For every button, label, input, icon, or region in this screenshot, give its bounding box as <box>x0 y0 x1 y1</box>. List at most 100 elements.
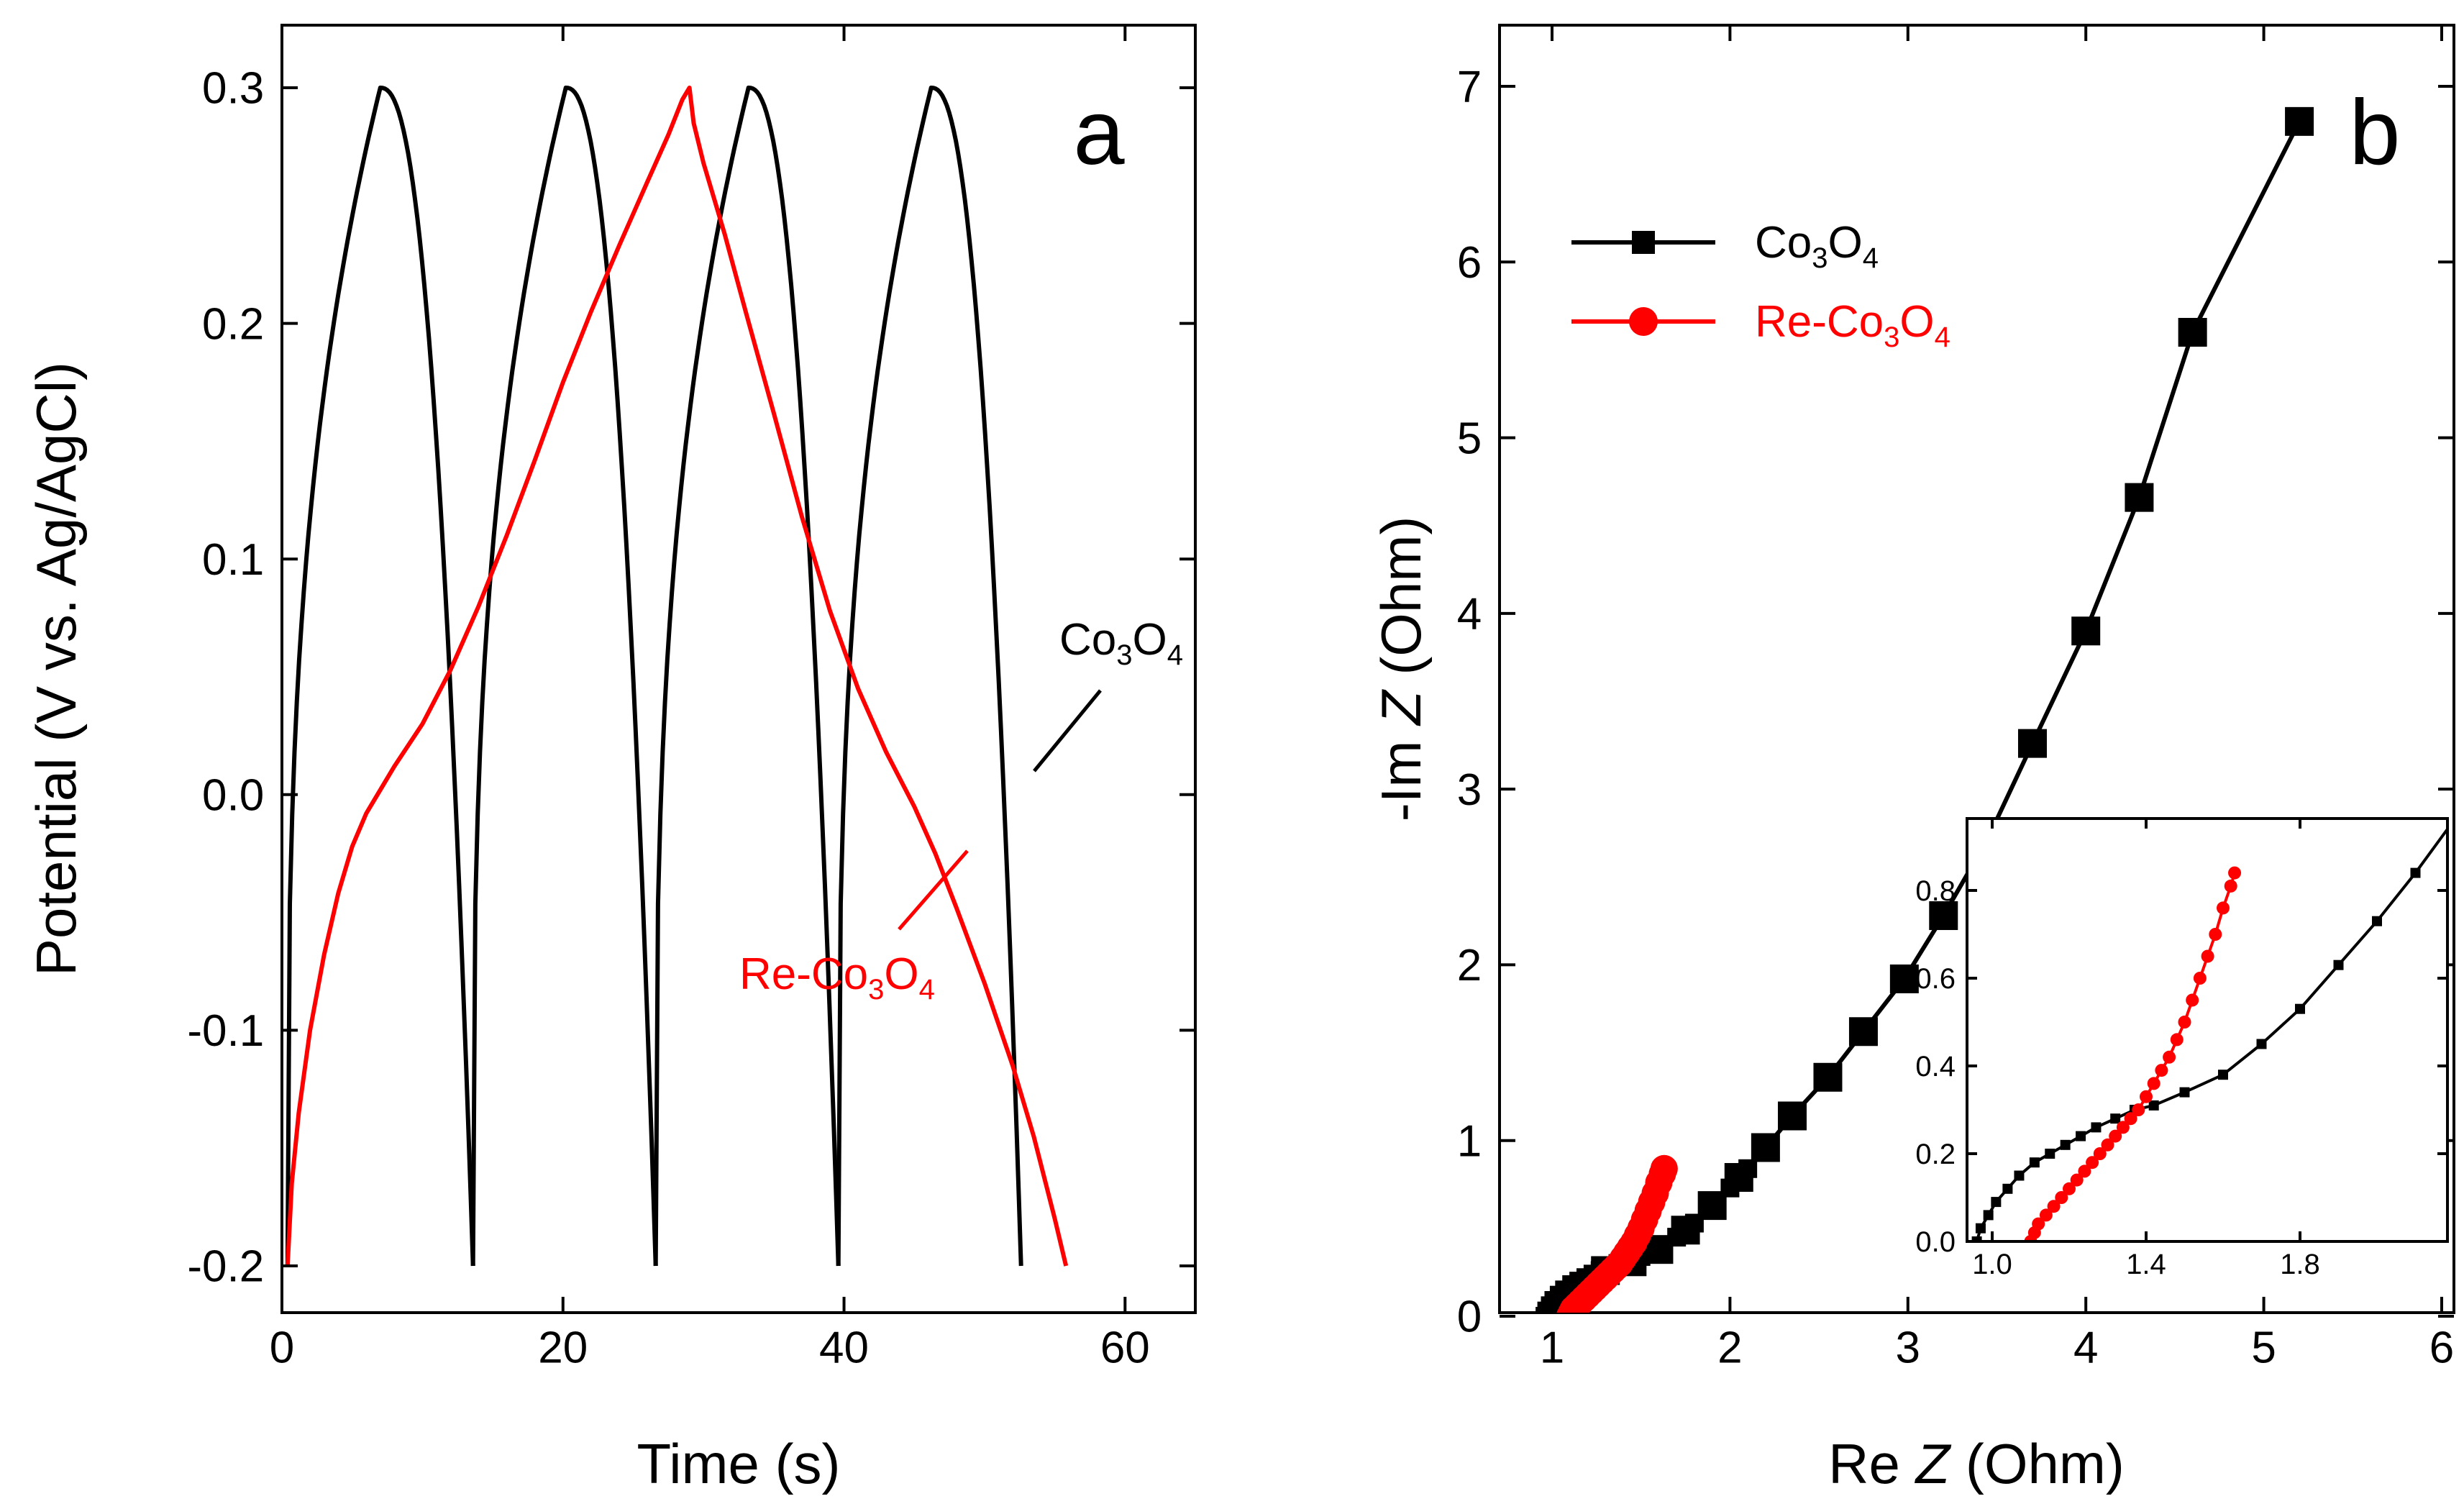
inset-co3o4-marker <box>2029 1157 2040 1168</box>
panel-b-x-tick-label: 2 <box>1717 1323 1742 1372</box>
co3o4-marker-large <box>1724 1163 1753 1193</box>
inset-y-tick-label: 0.0 <box>1915 1226 1956 1258</box>
co3o4-marker-large <box>2125 483 2154 512</box>
inset-re-co3o4-marker <box>2124 1112 2137 1126</box>
inset-re-co3o4-marker <box>2140 1090 2153 1103</box>
inset-y-tick-label: 0.4 <box>1915 1051 1956 1082</box>
panel-b-inset: 1.0 1.4 1.8 0.0 0.2 0.4 0.6 0.8 <box>1915 817 2449 1280</box>
inset-re-co3o4-marker <box>2070 1173 2084 1187</box>
co3o4-cycle-1 <box>285 86 475 1267</box>
panel-a-y-axis-label: Potential (V vs. Ag/AgCl) <box>24 362 88 976</box>
co3o4-marker-large <box>1848 1017 1878 1047</box>
co3o4-marker-large <box>1929 901 1958 931</box>
co3o4-cycle-4 <box>836 86 1023 1267</box>
inset-co3o4-marker <box>2060 1139 2071 1150</box>
co3o4-cycle-2 <box>470 86 658 1267</box>
panel-b-x-tick-label: 5 <box>2251 1323 2276 1372</box>
co3o4-marker-large <box>1751 1133 1780 1162</box>
inset-re-co3o4-marker <box>2224 879 2237 893</box>
inset-co3o4-marker <box>2076 1131 2086 1141</box>
inset-x-tick-label: 1.0 <box>1972 1249 2012 1280</box>
inset-y-tick-label: 0.2 <box>1915 1139 1956 1170</box>
inset-re-co3o4-marker <box>2209 928 2222 941</box>
inset-re-co3o4-marker <box>2116 1121 2130 1134</box>
re-co3o4-marker <box>1650 1154 1678 1182</box>
panel-b-ticks: 1 2 3 4 5 6 0 1 2 3 4 5 6 7 <box>1457 25 2454 1372</box>
inset-re-co3o4-marker <box>2039 1208 2053 1222</box>
panel-b-x-tick-label: 6 <box>2429 1323 2454 1372</box>
inset-co3o4-marker <box>2014 1170 2025 1181</box>
legend-entry-reco3o4: Re-Co3O4 <box>1571 297 1950 353</box>
panel-a-ticks: 0 20 40 60 -0.2 -0.1 0.0 0.1 0.2 0.3 <box>187 25 1195 1372</box>
inset-co3o4-marker <box>2410 867 2421 878</box>
panel-b-y-tick-label: 1 <box>1457 1116 1482 1166</box>
inset-re-co3o4-marker <box>2047 1200 2061 1213</box>
panel-b-y-tick-label: 3 <box>1457 765 1482 815</box>
inset-re-co3o4-marker <box>2178 1016 2191 1029</box>
panel-b-y-tick-label: 6 <box>1457 238 1482 288</box>
inset-re-co3o4-marker <box>2055 1191 2068 1204</box>
panel-a-x-tick-label: 20 <box>538 1323 588 1372</box>
legend-marker-co3o4 <box>1632 231 1655 254</box>
inset-co3o4-marker <box>2091 1122 2102 1133</box>
inset-co3o4-marker <box>2295 1003 2305 1014</box>
panel-a: 0 20 40 60 -0.2 -0.1 0.0 0.1 0.2 0.3 a Co3O4 Re-C… <box>24 24 1197 1495</box>
panel-b-x-axis-label: Re Z (Ohm) <box>1828 1432 2125 1495</box>
legend-label-co3o4: Co3O4 <box>1755 218 1879 274</box>
panel-b-x-tick-label: 4 <box>2073 1323 2098 1372</box>
panel-a-reco3o4-label: Re-Co3O4 <box>739 949 935 1006</box>
panel-b-series <box>1536 106 2314 1313</box>
panel-a-x-tick-label: 40 <box>819 1323 869 1372</box>
inset-re-co3o4-marker <box>2132 1103 2145 1116</box>
inset-re-co3o4-marker <box>2147 1077 2160 1090</box>
inset-co3o4-marker <box>2045 1149 2055 1159</box>
panel-a-y-tick-label: 0.0 <box>202 771 264 821</box>
inset-re-co3o4-marker <box>2032 1217 2045 1231</box>
panel-a-y-tick-label: 0.3 <box>202 64 264 114</box>
inset-co3o4-marker <box>2179 1087 2190 1098</box>
panel-b-y-tick-label: 7 <box>1457 63 1482 112</box>
inset-re-co3o4-marker <box>2086 1156 2099 1170</box>
inset-co3o4-marker <box>2110 1113 2121 1124</box>
panel-a-y-tick-label: 0.2 <box>202 299 264 349</box>
inset-co3o4-marker <box>2002 1183 2013 1194</box>
panel-b-legend: Co3O4 Re-Co3O4 <box>1571 218 1950 353</box>
co3o4-marker-large <box>1697 1191 1727 1221</box>
co3o4-marker-large <box>1813 1062 1843 1092</box>
panel-a-y-tick-label: -0.1 <box>187 1006 264 1056</box>
inset-co3o4-marker <box>1975 1223 1986 1234</box>
panel-a-reco3o4-pointer <box>898 849 969 931</box>
inset-re-co3o4-marker <box>2170 1033 2184 1047</box>
co3o4-marker-large <box>2017 729 2047 758</box>
inset-re-co3o4-marker <box>2063 1182 2076 1195</box>
inset-y-tick-label: 0.8 <box>1915 875 1956 907</box>
inset-y-tick-label: 0.6 <box>1915 963 1956 995</box>
panel-b-y-tick-label: 4 <box>1457 590 1482 639</box>
inset-co3o4-marker <box>2218 1070 2228 1080</box>
panel-b-letter: b <box>2349 81 2400 184</box>
legend-label-reco3o4: Re-Co3O4 <box>1755 297 1950 353</box>
panel-a-x-tick-label: 0 <box>270 1323 294 1372</box>
panel-a-x-tick-label: 60 <box>1100 1323 1150 1372</box>
panel-a-plot-frame <box>280 24 1197 1314</box>
panel-b-y-tick-label: 0 <box>1457 1293 1482 1342</box>
panel-b-y-tick-label: 5 <box>1457 414 1482 463</box>
inset-co3o4-marker <box>1991 1197 2002 1208</box>
inset-re-co3o4-marker <box>2201 949 2214 963</box>
inset-co3o4-marker <box>1971 1236 1982 1241</box>
inset-re-co3o4-marker <box>2163 1050 2176 1064</box>
inset-co3o4-marker <box>2148 1100 2159 1111</box>
inset-co3o4-marker <box>2256 1039 2267 1049</box>
co3o4-marker-large <box>1889 964 1919 993</box>
panel-a-y-tick-label: 0.1 <box>202 535 264 585</box>
panel-b-x-tick-label: 1 <box>1540 1323 1564 1372</box>
panel-a-letter: a <box>1073 81 1125 184</box>
inset-co3o4-marker <box>2372 916 2382 926</box>
panel-b-plot-frame <box>1498 24 2455 1314</box>
inset-x-tick-label: 1.4 <box>2126 1249 2166 1280</box>
inset-background <box>1967 819 2447 1241</box>
inset-re-co3o4-marker <box>2186 993 2199 1007</box>
inset-frame <box>1966 817 2449 1243</box>
legend-entry-co3o4: Co3O4 <box>1571 218 1879 274</box>
